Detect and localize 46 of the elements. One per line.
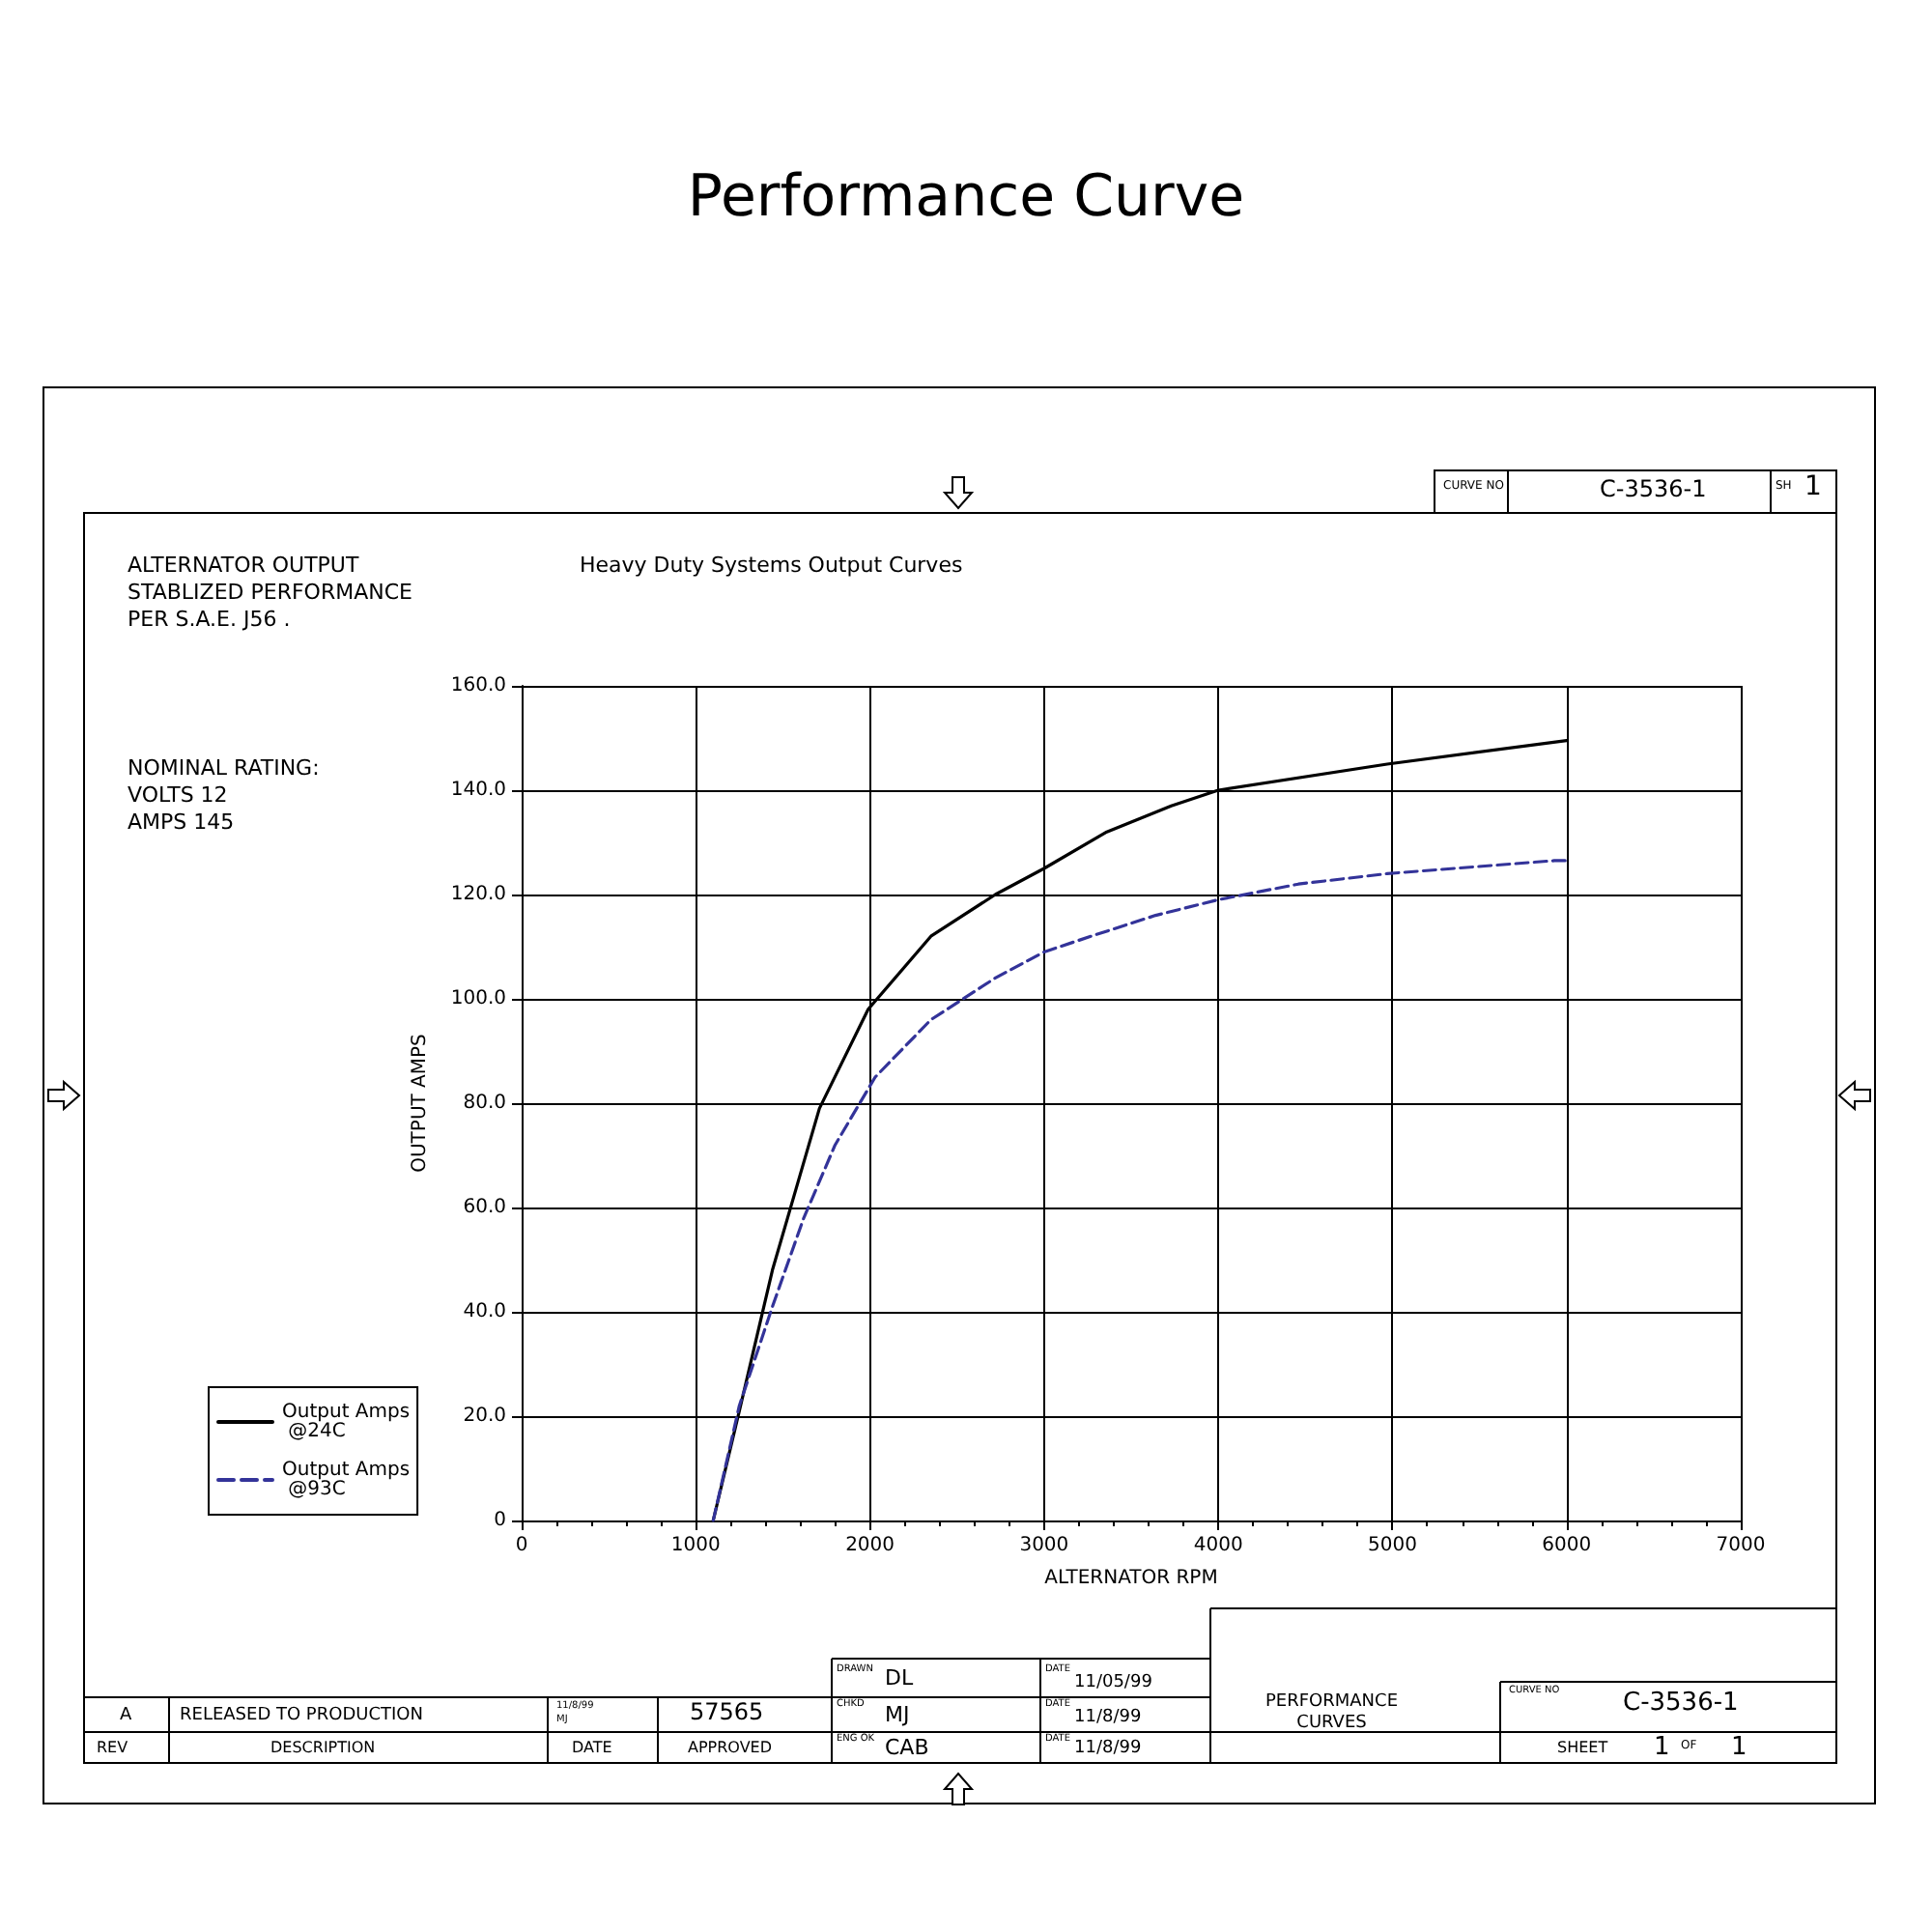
text: 11/05/99 xyxy=(1074,1673,1152,1695)
x-tick-label: 6000 xyxy=(1542,1535,1592,1556)
y-tick-label: 100.0 xyxy=(450,988,506,1009)
x-tick-label: 1000 xyxy=(670,1535,721,1556)
text: NOMINAL RATING: VOLTS 12 AMPS 145 xyxy=(128,755,320,836)
x-tick-label: 3000 xyxy=(1019,1535,1069,1556)
text: 11/8/99 xyxy=(1074,1739,1142,1761)
text: DATE xyxy=(572,1739,612,1758)
text: 57565 xyxy=(690,1698,764,1727)
text: MJ xyxy=(885,1702,910,1729)
legend-label: Output Amps @24C xyxy=(282,1402,411,1442)
x-tick-label: 5000 xyxy=(1367,1535,1417,1556)
text: PERFORMANCE CURVES xyxy=(1265,1692,1399,1736)
text: C-3536-1 xyxy=(1623,1689,1739,1720)
chart-title: Performance Curve xyxy=(687,163,1245,231)
x-tick-label: 2000 xyxy=(845,1535,895,1556)
text: 1 xyxy=(1804,471,1822,505)
text: 11/8/99 xyxy=(1074,1708,1142,1730)
y-tick-label: 160.0 xyxy=(450,675,506,696)
y-tick-label: 20.0 xyxy=(463,1406,506,1427)
y-tick-label: 140.0 xyxy=(450,780,506,801)
text: A xyxy=(120,1706,132,1728)
chart-subtitle: Heavy Duty Systems Output Curves xyxy=(580,553,963,578)
text: RELEASED TO PRODUCTION xyxy=(180,1706,423,1728)
y-tick-label: 40.0 xyxy=(463,1301,506,1322)
line-series xyxy=(711,859,1569,1522)
y-tick-label: 0 xyxy=(494,1510,506,1531)
text: APPROVED xyxy=(688,1739,773,1758)
x-tick-label: 4000 xyxy=(1193,1535,1243,1556)
text: CAB xyxy=(885,1735,929,1762)
text: 1 xyxy=(1731,1733,1747,1765)
legend-label: Output Amps @93C xyxy=(282,1460,411,1500)
x-tick-label: 7000 xyxy=(1716,1535,1766,1556)
x-axis-title: ALTERNATOR RPM xyxy=(1044,1568,1218,1589)
y-tick-label: 80.0 xyxy=(463,1093,506,1114)
text: DL xyxy=(885,1665,914,1692)
text: REV xyxy=(97,1739,128,1758)
text: ALTERNATOR OUTPUT STABLIZED PERFORMANCE PER S.A.E. J56 . xyxy=(128,553,412,633)
x-tick-label: 0 xyxy=(515,1535,528,1556)
y-tick-label: 60.0 xyxy=(463,1197,506,1218)
text: SHEET xyxy=(1557,1739,1608,1758)
text: DESCRIPTION xyxy=(270,1739,376,1758)
text: 1 xyxy=(1654,1733,1670,1765)
y-tick-label: 120.0 xyxy=(450,884,506,905)
y-axis-title: OUTPUT AMPS xyxy=(409,1034,431,1173)
text: C-3536-1 xyxy=(1600,475,1707,504)
